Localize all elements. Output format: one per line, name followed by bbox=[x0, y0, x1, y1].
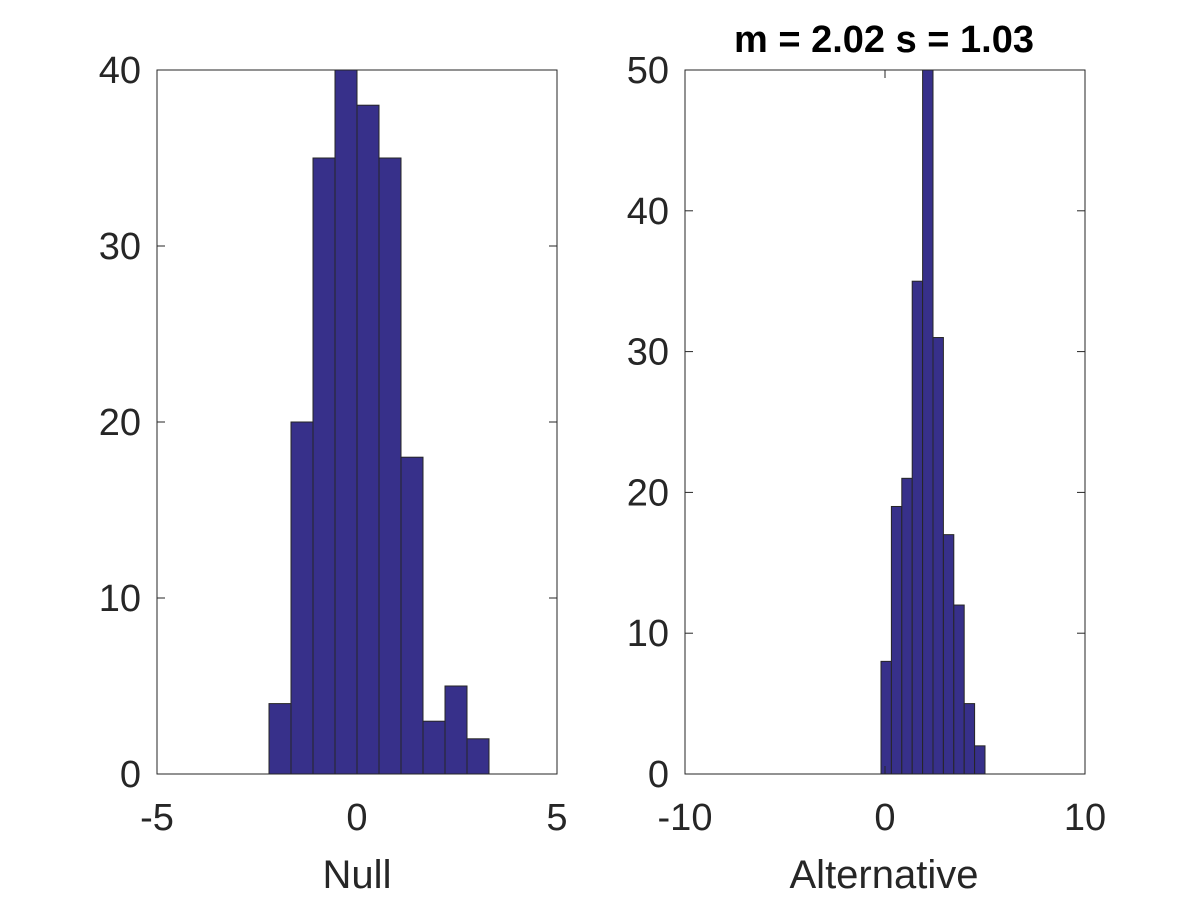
null-bar bbox=[356, 104, 380, 775]
null-bar bbox=[378, 157, 402, 775]
alternative-y-tick-label: 20 bbox=[627, 472, 669, 514]
null-y-tick-label: 40 bbox=[99, 50, 141, 92]
alternative-y-tick-label: 0 bbox=[648, 754, 669, 796]
null-bar bbox=[466, 738, 490, 775]
alternative-x-tick-label: 0 bbox=[874, 797, 895, 839]
alternative-bar bbox=[880, 660, 892, 775]
null-x-axis-label: Null bbox=[323, 853, 392, 897]
null-bars bbox=[268, 69, 490, 775]
null-bar bbox=[444, 685, 468, 775]
alternative-bar bbox=[953, 604, 965, 775]
alternative-title: m = 2.02 s = 1.03 bbox=[734, 19, 1034, 61]
null-y-tick-label: 30 bbox=[99, 226, 141, 268]
null-x-tick-label: 0 bbox=[346, 797, 367, 839]
null-y-tick-label: 20 bbox=[99, 402, 141, 444]
null-bar bbox=[290, 421, 314, 775]
alternative-bar bbox=[911, 280, 924, 775]
alternative-x-tick-label: -10 bbox=[658, 797, 713, 839]
alternative-bar bbox=[963, 703, 976, 775]
alternative-bar bbox=[901, 477, 913, 775]
alternative-x-tick-label: 10 bbox=[1064, 797, 1106, 839]
alternative-bars bbox=[880, 69, 986, 775]
null-bar bbox=[400, 456, 424, 775]
alternative-bar bbox=[942, 534, 955, 775]
alternative-bar bbox=[974, 745, 986, 775]
null-bar bbox=[312, 157, 336, 775]
alternative-bar bbox=[922, 69, 934, 775]
null-x-tick-label: -5 bbox=[140, 797, 174, 839]
alternative-y-tick-label: 10 bbox=[627, 613, 669, 655]
alternative-bar bbox=[890, 505, 903, 775]
null-bar bbox=[422, 720, 446, 775]
alternative-bar bbox=[932, 337, 944, 775]
null-x-tick-label: 5 bbox=[546, 797, 567, 839]
alternative-y-tick-label: 30 bbox=[627, 332, 669, 374]
null-bar bbox=[334, 69, 358, 775]
null-y-tick-label: 10 bbox=[99, 578, 141, 620]
null-bar bbox=[268, 703, 292, 775]
alternative-x-axis-label: Alternative bbox=[790, 853, 979, 897]
null-y-tick-label: 0 bbox=[120, 754, 141, 796]
alternative-y-tick-label: 40 bbox=[627, 191, 669, 233]
alternative-y-tick-label: 50 bbox=[627, 50, 669, 92]
